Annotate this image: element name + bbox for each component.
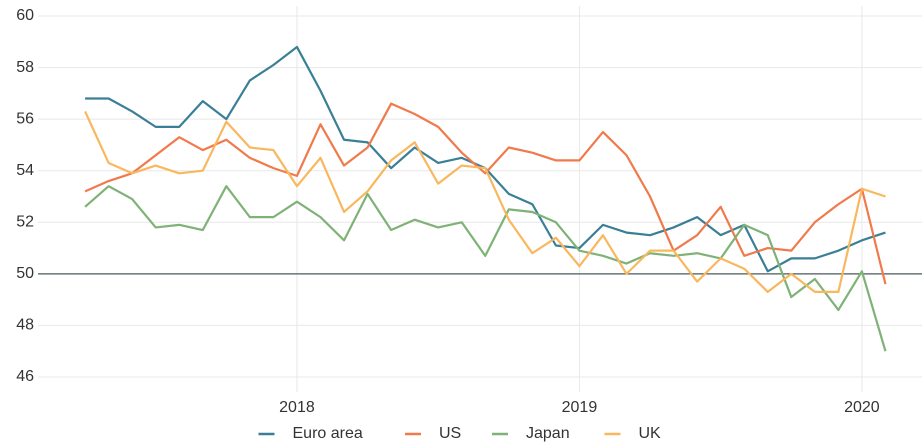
legend-label: Euro area — [293, 425, 363, 442]
series-line — [85, 45, 886, 273]
x-tick-label: 2019 — [562, 399, 598, 416]
y-tick-label: 52 — [16, 214, 34, 231]
x-tick-label: 2020 — [844, 399, 880, 416]
y-tick-label: 48 — [16, 317, 34, 334]
y-tick-label: 60 — [16, 7, 34, 24]
y-tick-label: 50 — [16, 265, 34, 282]
legend-label: UK — [639, 425, 662, 442]
y-tick-label: 46 — [16, 368, 34, 385]
series-line — [84, 185, 887, 352]
legend-label: US — [439, 425, 461, 442]
series-line — [84, 102, 887, 285]
y-tick-label: 58 — [16, 59, 34, 76]
legend-label: Japan — [526, 425, 570, 442]
y-tick-label: 54 — [16, 162, 34, 179]
y-tick-label: 56 — [16, 110, 34, 127]
x-tick-label: 2018 — [279, 399, 315, 416]
series-line — [84, 110, 886, 294]
